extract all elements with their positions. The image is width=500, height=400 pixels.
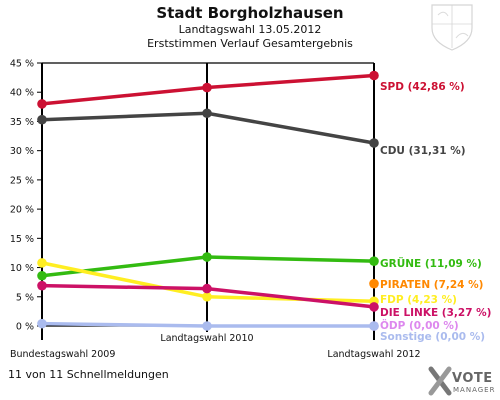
data-point-sonstige xyxy=(202,321,212,331)
data-point-sonstige xyxy=(37,318,47,329)
data-point-gr-ne xyxy=(37,270,47,281)
series-label--dp: ÖDP (0,00 %) xyxy=(380,318,459,332)
data-point-gr-ne xyxy=(369,256,379,266)
series-label-sonstige: Sonstige (0,00 %) xyxy=(380,331,485,343)
data-point-piraten xyxy=(369,278,379,289)
data-point-die-linke xyxy=(369,302,379,312)
y-tick-label: 35 % xyxy=(10,117,34,128)
series-label-gr-ne: GRÜNE (11,09 %) xyxy=(380,256,482,270)
data-point-cdu xyxy=(202,108,212,119)
series-label-fdp: FDP (4,23 %) xyxy=(380,294,457,306)
ballot-cross-icon xyxy=(428,366,452,396)
y-tick-label: 10 % xyxy=(10,263,34,274)
y-tick-label: 45 % xyxy=(10,59,34,70)
data-point-fdp xyxy=(37,258,47,268)
chart-title: Stadt Borgholzhausen xyxy=(156,4,343,22)
series-label-spd: SPD (42,86 %) xyxy=(380,81,465,93)
logo-text-vote: VOTE xyxy=(452,371,493,386)
chart-subtitle-date: Landtagswahl 13.05.2012 xyxy=(179,23,322,36)
chart-subtitle-type: Erststimmen Verlauf Gesamtergebnis xyxy=(147,37,353,50)
status-footer: 11 von 11 Schnellmeldungen xyxy=(8,368,169,381)
votemanager-logo: VOTE MANAGER xyxy=(428,366,495,396)
coat-of-arms-icon xyxy=(431,4,473,51)
data-point-spd xyxy=(369,70,379,81)
x-tick-label: Landtagswahl 2012 xyxy=(327,349,420,360)
data-point-spd xyxy=(202,82,212,93)
y-tick-label: 20 % xyxy=(10,205,34,216)
data-point-cdu xyxy=(369,138,379,148)
y-tick-label: 5 % xyxy=(16,292,34,303)
data-point-die-linke xyxy=(37,280,47,291)
data-point-die-linke xyxy=(202,283,212,294)
data-point-cdu xyxy=(37,114,47,125)
data-point-fdp xyxy=(202,291,212,302)
y-tick-label: 25 % xyxy=(10,175,34,186)
y-tick-label: 15 % xyxy=(10,234,34,245)
data-point-gr-ne xyxy=(202,252,212,262)
x-tick-label: Landtagswahl 2010 xyxy=(160,333,253,344)
y-tick-label: 40 % xyxy=(10,88,34,99)
series-label-cdu: CDU (31,31 %) xyxy=(380,145,466,157)
data-point-spd xyxy=(37,99,47,109)
series-label-die-linke: DIE LINKE (3,27 %) xyxy=(380,307,491,319)
y-tick-label: 30 % xyxy=(10,146,34,157)
data-point-sonstige xyxy=(369,321,379,331)
y-tick-label: 0 % xyxy=(16,322,34,333)
x-tick-label: Bundestagswahl 2009 xyxy=(10,349,115,360)
logo-text-manager: MANAGER xyxy=(453,386,495,394)
series-label-piraten: PIRATEN (7,24 %) xyxy=(380,279,483,291)
